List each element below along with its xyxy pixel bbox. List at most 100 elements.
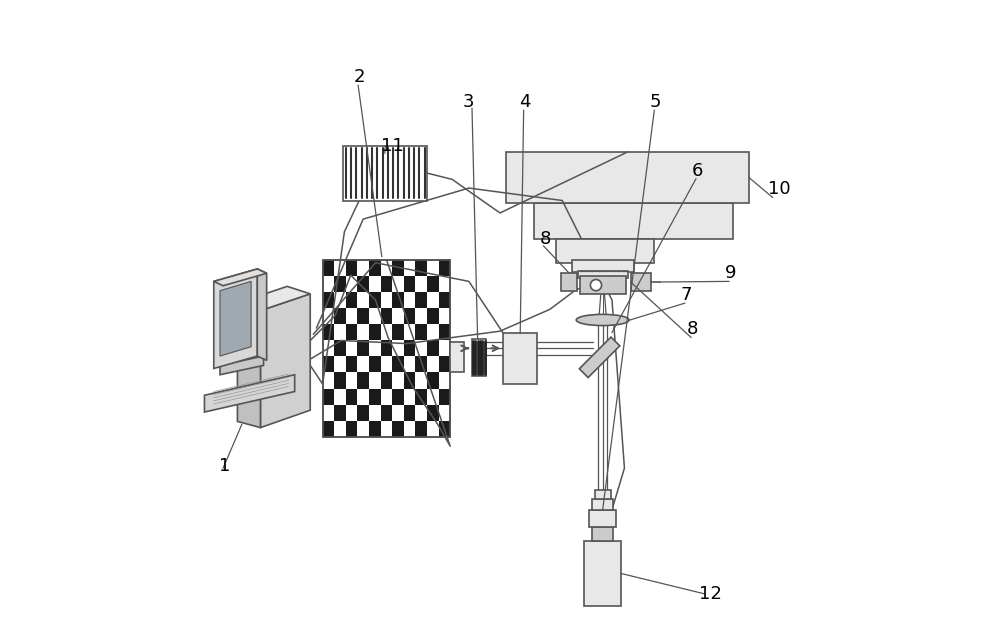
Polygon shape xyxy=(579,337,620,377)
Bar xyxy=(415,356,427,372)
Text: 12: 12 xyxy=(699,585,722,602)
Text: 8: 8 xyxy=(540,230,551,248)
Bar xyxy=(323,259,334,276)
Bar xyxy=(404,340,415,356)
Bar xyxy=(589,510,616,527)
Bar xyxy=(381,276,392,292)
Polygon shape xyxy=(260,294,310,428)
Bar xyxy=(427,372,439,389)
Text: 11: 11 xyxy=(381,137,403,155)
Bar xyxy=(415,421,427,437)
Bar xyxy=(439,389,450,405)
Bar xyxy=(392,389,404,405)
Bar xyxy=(439,292,450,308)
Bar xyxy=(556,239,654,262)
Bar xyxy=(346,324,357,340)
Bar xyxy=(369,292,381,308)
Bar xyxy=(392,421,404,437)
Bar xyxy=(357,340,369,356)
Bar xyxy=(381,340,392,356)
Bar xyxy=(415,259,427,276)
Bar xyxy=(503,333,537,384)
Bar xyxy=(346,421,357,437)
Bar xyxy=(595,490,611,499)
Bar xyxy=(323,421,334,437)
Bar xyxy=(334,405,346,421)
Bar xyxy=(578,271,628,278)
Bar xyxy=(343,146,427,201)
Text: 6: 6 xyxy=(692,162,703,179)
Polygon shape xyxy=(220,356,264,375)
Bar xyxy=(561,272,577,291)
Bar xyxy=(439,356,450,372)
Bar xyxy=(580,276,626,294)
Bar xyxy=(572,259,634,272)
Bar xyxy=(584,541,621,606)
Polygon shape xyxy=(214,269,267,286)
Bar xyxy=(369,356,381,372)
Bar xyxy=(427,405,439,421)
Bar xyxy=(323,292,334,308)
Bar xyxy=(323,356,334,372)
Text: 2: 2 xyxy=(354,68,365,86)
Bar xyxy=(369,259,381,276)
Bar xyxy=(323,259,450,437)
Bar xyxy=(392,356,404,372)
Polygon shape xyxy=(214,269,257,369)
Bar xyxy=(439,259,450,276)
Bar xyxy=(346,292,357,308)
Polygon shape xyxy=(237,303,260,428)
Bar xyxy=(404,308,415,324)
Text: 4: 4 xyxy=(519,93,530,111)
Bar xyxy=(404,276,415,292)
Bar xyxy=(427,340,439,356)
Bar xyxy=(415,389,427,405)
Bar xyxy=(369,324,381,340)
Bar xyxy=(334,308,346,324)
Bar xyxy=(357,308,369,324)
Bar xyxy=(334,372,346,389)
Bar xyxy=(381,308,392,324)
Bar xyxy=(404,405,415,421)
Polygon shape xyxy=(204,375,295,412)
Bar xyxy=(592,499,613,510)
Bar xyxy=(334,340,346,356)
Bar xyxy=(506,152,749,203)
Circle shape xyxy=(590,279,602,291)
Bar xyxy=(404,372,415,389)
Bar xyxy=(369,389,381,405)
Bar xyxy=(427,308,439,324)
Text: 7: 7 xyxy=(680,286,692,304)
Text: 1: 1 xyxy=(219,457,230,475)
Bar xyxy=(334,276,346,292)
Bar xyxy=(415,324,427,340)
Bar xyxy=(357,372,369,389)
Bar xyxy=(323,259,450,437)
Bar xyxy=(369,421,381,437)
Bar xyxy=(357,276,369,292)
Bar xyxy=(631,272,651,291)
Polygon shape xyxy=(220,281,251,356)
Bar xyxy=(534,203,733,239)
Bar xyxy=(323,389,334,405)
Text: 3: 3 xyxy=(463,93,474,111)
Polygon shape xyxy=(237,286,310,311)
Bar xyxy=(472,339,486,376)
Text: 9: 9 xyxy=(725,264,737,282)
Text: 5: 5 xyxy=(649,93,661,111)
Bar xyxy=(439,324,450,340)
Bar xyxy=(392,324,404,340)
Bar xyxy=(346,259,357,276)
Bar xyxy=(392,292,404,308)
Ellipse shape xyxy=(576,314,629,326)
Bar xyxy=(592,527,613,541)
Bar xyxy=(381,372,392,389)
Bar xyxy=(346,356,357,372)
Bar xyxy=(415,292,427,308)
Bar xyxy=(427,276,439,292)
Bar xyxy=(392,259,404,276)
Bar xyxy=(450,342,464,372)
Bar xyxy=(357,405,369,421)
Polygon shape xyxy=(257,269,267,361)
Bar xyxy=(346,389,357,405)
